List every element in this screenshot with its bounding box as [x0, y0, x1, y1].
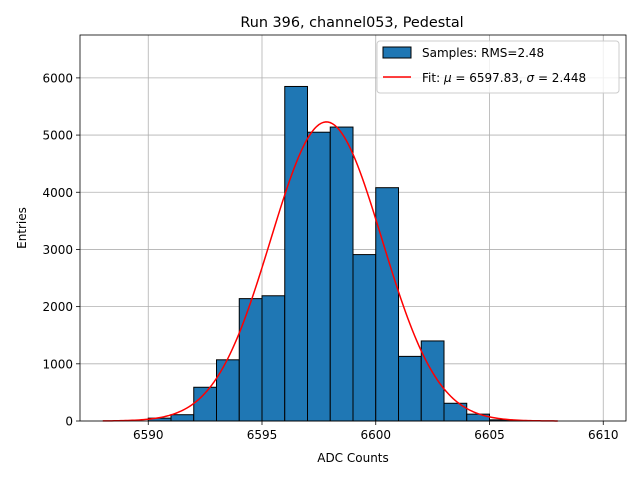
histogram-bar [239, 299, 262, 421]
legend-sigma-value: = 2.448 [534, 71, 586, 85]
x-tick-label: 6595 [247, 428, 278, 442]
y-axis-label: Entries [15, 207, 29, 249]
histogram-bar [330, 127, 353, 421]
x-tick-label: 6600 [360, 428, 391, 442]
legend-samples-swatch [383, 47, 411, 58]
chart-title: Run 396, channel053, Pedestal [240, 15, 463, 31]
x-tick-label: 6605 [474, 428, 505, 442]
legend-samples-label: Samples: RMS=2.48 [422, 46, 544, 60]
histogram-bar [399, 356, 422, 421]
x-axis-label: ADC Counts [317, 451, 389, 465]
legend-fit-prefix: Fit: [422, 71, 444, 85]
y-tick-label: 1000 [42, 357, 73, 371]
histogram-bar [262, 296, 285, 421]
histogram-bar [353, 255, 376, 421]
x-tick-label: 6610 [588, 428, 619, 442]
histogram-bar [308, 132, 331, 421]
y-tick-label: 3000 [42, 243, 73, 257]
legend: Samples: RMS=2.48 Fit: μ = 6597.83, σ = … [377, 41, 619, 93]
histogram-bar [421, 341, 444, 421]
legend-mu-value: = 6597.83, [452, 71, 527, 85]
y-tick-label: 6000 [42, 71, 73, 85]
histogram-bar [217, 360, 240, 421]
y-tick-label: 2000 [42, 300, 73, 314]
histogram-bar [467, 414, 490, 421]
legend-mu-symbol: μ [443, 71, 452, 85]
x-tick-label: 6590 [133, 428, 164, 442]
legend-fit-label: Fit: μ = 6597.83, σ = 2.448 [422, 71, 586, 85]
histogram-bar [171, 415, 194, 421]
y-tick-label: 4000 [42, 186, 73, 200]
histogram-bar [285, 86, 308, 421]
y-tick-label: 5000 [42, 129, 73, 143]
y-tick-label: 0 [65, 415, 73, 429]
histogram-bar [376, 188, 399, 421]
